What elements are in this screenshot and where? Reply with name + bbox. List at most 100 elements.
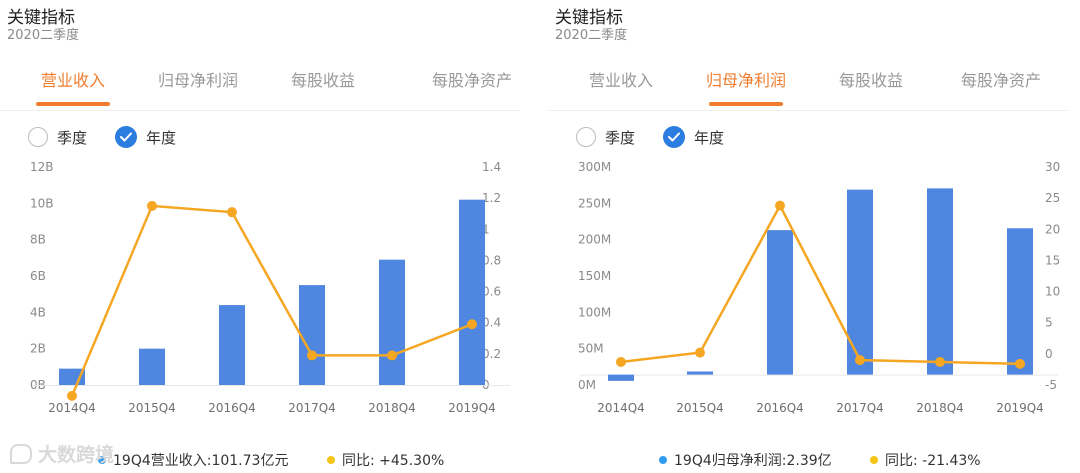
x-axis-tick-label: 2019Q4: [448, 401, 496, 415]
right-axis-tick-label: -5: [1045, 378, 1057, 392]
tab-bvps[interactable]: 每股净资产: [407, 66, 537, 96]
line-point: [67, 390, 77, 401]
revenue-chart: 0B2B4B6B8B10B12B00.20.40.60.811.21.42014…: [30, 160, 510, 415]
tab-eps[interactable]: 每股收益: [258, 66, 388, 96]
tab-label: 归母净利润: [705, 71, 786, 90]
bar: [767, 230, 793, 375]
quarter-label: 季度: [605, 128, 636, 147]
tab-label: 每股收益: [838, 71, 903, 90]
right-axis-tick-label: 1: [482, 222, 490, 236]
tab-eps[interactable]: 每股收益: [806, 66, 936, 96]
tab-revenue[interactable]: 营业收入: [556, 66, 686, 96]
line-point: [855, 355, 865, 366]
x-axis-tick-label: 2018Q4: [916, 401, 964, 415]
left-axis-tick-label: 10B: [30, 196, 54, 210]
left-axis-tick-label: 12B: [30, 160, 54, 174]
tab-label: 营业收入: [40, 71, 105, 90]
right-axis-tick-label: 0.4: [482, 316, 501, 330]
checkmark-icon: [663, 126, 685, 148]
chat-bubble-icon: [10, 443, 32, 464]
bar: [379, 259, 405, 385]
growth-line: [70, 204, 473, 397]
tab-bvps[interactable]: 每股净资产: [936, 66, 1066, 96]
legend-line-text: 同比: -21.43%: [885, 453, 981, 469]
tab-label: 归母净利润: [157, 71, 238, 90]
tab-label: 每股收益: [290, 71, 355, 90]
left-axis-tick-label: 250M: [578, 196, 611, 210]
tab-net-profit[interactable]: 归母净利润: [133, 66, 263, 96]
right-axis-tick-label: 0.8: [482, 253, 501, 267]
left-axis-tick-label: 8B: [30, 233, 46, 247]
checkmark-icon: [115, 126, 137, 148]
bar: [139, 348, 165, 385]
bar: [927, 188, 953, 375]
x-axis-tick-label: 2017Q4: [288, 401, 336, 415]
left-axis-tick-label: 0M: [578, 378, 596, 392]
right-axis-tick-label: 0.6: [482, 285, 501, 299]
right-axis-tick-label: 20: [1045, 222, 1060, 236]
tab-underline: [36, 102, 110, 106]
metric-tabs: 营业收入 归母净利润 每股收益 每股净资产: [0, 66, 520, 111]
x-axis-tick-label: 2017Q4: [836, 401, 884, 415]
legend-line: 同比: +45.30%: [327, 450, 444, 470]
right-axis-tick-label: 0: [1045, 347, 1053, 361]
legend-dot-blue: [659, 456, 667, 464]
x-axis-tick-label: 2014Q4: [48, 401, 96, 415]
bar: [1007, 228, 1033, 375]
tab-revenue[interactable]: 营业收入: [8, 66, 138, 106]
legend-dot-blue: [98, 456, 106, 464]
x-axis-tick-label: 2016Q4: [208, 401, 256, 415]
growth-line: [620, 202, 1021, 366]
legend-line: 同比: -21.43%: [870, 450, 981, 470]
left-panel: 关键指标 2020二季度 营业收入 归母净利润 每股收益 每股净资产 季度 年度…: [0, 0, 520, 473]
tab-net-profit[interactable]: 归母净利润: [681, 66, 811, 106]
line-point: [467, 319, 477, 330]
bar: [219, 305, 245, 385]
net-profit-chart: 0M 50M 100M 150M 200M 250M 300M -5 0 5 10 15 20 25 30 2…: [578, 160, 1060, 415]
line-point: [387, 350, 397, 361]
right-axis-tick-label: 5: [1045, 316, 1053, 330]
bar: [847, 189, 873, 375]
tab-label: 营业收入: [588, 71, 653, 90]
year-label: 年度: [694, 128, 725, 147]
left-axis-tick-label: 4B: [30, 305, 46, 319]
tab-underline: [709, 102, 783, 106]
right-axis-tick-label: 1.4: [482, 160, 501, 174]
panel-subtitle: 2020二季度: [555, 28, 628, 43]
quarter-radio[interactable]: 季度: [576, 124, 635, 150]
watermark: 大数跨境: [10, 440, 114, 467]
line-point: [616, 356, 626, 367]
panel-title: 关键指标: [555, 8, 623, 28]
line-point: [227, 207, 237, 218]
x-axis-tick-label: 2016Q4: [756, 401, 804, 415]
right-axis-tick-label: 15: [1045, 253, 1060, 267]
watermark-text: 大数跨境: [38, 444, 115, 466]
legend-line-text: 同比: +45.30%: [342, 453, 445, 469]
panel-subtitle: 2020二季度: [7, 28, 80, 43]
line-point: [775, 200, 785, 211]
bar: [299, 285, 325, 385]
tab-label: 每股净资产: [431, 71, 512, 90]
quarter-radio[interactable]: 季度: [28, 124, 87, 150]
legend-bar-text: 19Q4归母净利润:2.39亿: [674, 453, 832, 469]
right-axis-tick-label: 10: [1045, 285, 1060, 299]
bar: [687, 371, 713, 375]
x-axis-tick-label: 2019Q4: [996, 401, 1044, 415]
metric-tabs: 营业收入 归母净利润 每股收益 每股净资产: [548, 66, 1068, 111]
bar: [459, 199, 485, 385]
tab-label: 每股净资产: [960, 71, 1041, 90]
year-checkbox[interactable]: 年度: [663, 124, 724, 150]
legend-dot-yellow: [327, 456, 335, 464]
right-axis-tick-label: 25: [1045, 191, 1060, 205]
left-axis-tick-label: 2B: [30, 342, 46, 356]
left-axis-tick-label: 6B: [30, 269, 46, 283]
left-axis-tick-label: 200M: [578, 233, 611, 247]
line-point: [307, 350, 317, 361]
legend-dot-yellow: [870, 456, 878, 464]
x-axis-tick-label: 2015Q4: [676, 401, 724, 415]
year-checkbox[interactable]: 年度: [115, 124, 176, 150]
x-axis-tick-label: 2015Q4: [128, 401, 176, 415]
year-label: 年度: [146, 128, 177, 147]
radio-unchecked-icon: [576, 127, 596, 147]
line-point: [695, 347, 705, 358]
